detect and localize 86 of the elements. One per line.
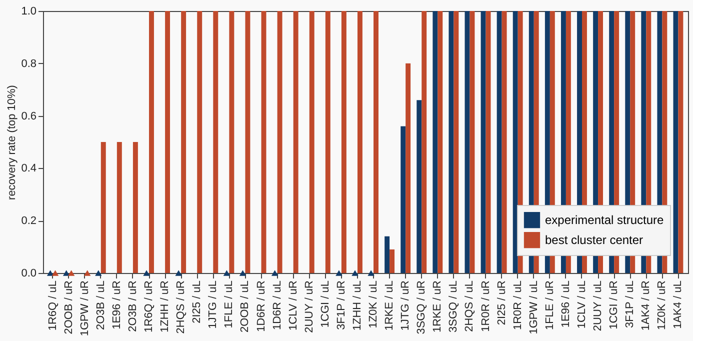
x-tick-label: 1CLV / uL <box>576 280 588 329</box>
bar <box>213 11 218 273</box>
bar <box>341 11 346 273</box>
x-tick-label: 3F1P / uL <box>624 280 636 328</box>
x-tick-label: 2I25 / uR <box>496 280 508 326</box>
x-tick-label: 2I25 / uL <box>191 280 204 324</box>
bar <box>496 11 502 273</box>
x-tick-label: 1CGI / uL <box>319 280 332 328</box>
y-axis-title: recovery rate (top 10%) <box>6 85 18 200</box>
bar <box>181 11 186 273</box>
bar <box>100 142 106 273</box>
x-tick-label: 1ZHH / uL <box>351 280 364 331</box>
y-tick-label: 0.4 <box>21 162 36 175</box>
bar <box>374 11 378 273</box>
y-tick-label: 0.6 <box>21 110 36 122</box>
bar <box>480 11 486 273</box>
bar <box>229 11 234 273</box>
x-tick-label: 1R0R / uR <box>480 280 492 332</box>
x-tick-label: 1R6Q / uL <box>46 280 59 331</box>
x-tick-label: 2OOB / uR <box>62 280 75 334</box>
bar <box>325 11 330 273</box>
bar <box>486 11 491 273</box>
bar <box>416 100 422 273</box>
bar <box>309 11 314 273</box>
x-tick-label: 2OOB / uL <box>239 280 252 332</box>
x-tick-label: 1D6R / uL <box>271 280 284 330</box>
y-tick-label: 0.0 <box>21 268 36 280</box>
bar <box>422 11 427 273</box>
bar <box>149 11 154 273</box>
x-tick-label: 1R6Q / uR <box>143 280 156 332</box>
x-tick-label: 1FLE / uR <box>544 280 556 330</box>
bar <box>261 11 266 273</box>
x-tick-label: 1E96 / uR <box>110 280 123 330</box>
x-tick-label: 1D6R / uR <box>255 280 268 332</box>
bar <box>277 11 282 273</box>
bar <box>116 142 122 273</box>
x-tick-label: 1CLV / uR <box>287 280 300 330</box>
bar <box>132 142 138 273</box>
x-tick-label: 2HQS / uL <box>464 280 476 332</box>
x-tick-label: 1E96 / uL <box>560 280 572 328</box>
y-tick-label: 1.0 <box>21 6 36 18</box>
x-tick-label: 2HQS / uR <box>175 280 188 334</box>
x-tick-label: 1GPW / uL <box>528 280 540 334</box>
x-tick-label: 1Z0K / uL <box>368 280 380 328</box>
bar <box>357 11 362 273</box>
x-tick-label: 1CGI / uR <box>608 280 620 330</box>
x-tick-label: 1R0R / uL <box>512 280 524 330</box>
bar <box>448 11 454 273</box>
bar <box>293 11 298 273</box>
x-tick-label: 3F1P / uR <box>335 280 348 330</box>
x-tick-label: 1RKE / uL <box>384 280 396 331</box>
y-tick-label: 0.2 <box>21 215 36 228</box>
x-tick-label: 1JTG / uR <box>400 280 412 331</box>
bar <box>406 63 411 273</box>
x-tick-label: 1GPW / uR <box>78 280 91 336</box>
x-tick-label: 1ZHH / uR <box>159 280 172 332</box>
bar <box>245 11 250 273</box>
x-tick-label: 3SGQ / uL <box>448 280 460 332</box>
bar <box>197 11 202 273</box>
x-tick-label: 2UUY / uL <box>592 280 604 332</box>
bar <box>390 249 395 273</box>
x-tick-label: 1JTG / uL <box>207 280 220 329</box>
x-tick-label: 2UUY / uR <box>303 280 316 333</box>
x-tick-label: 2O3B / uR <box>126 280 139 332</box>
bar <box>470 11 475 273</box>
bar <box>165 11 170 273</box>
bar <box>400 126 406 273</box>
x-tick-label: 1Z0K / uR <box>656 280 668 330</box>
x-tick-label: 3SGQ / uR <box>416 280 428 334</box>
x-tick-label: 1FLE / uL <box>223 280 236 328</box>
bar <box>384 236 390 273</box>
bar <box>678 11 684 273</box>
bar <box>454 11 459 273</box>
legend-label: best cluster center <box>545 233 644 247</box>
bar <box>673 11 678 273</box>
bar <box>432 11 438 273</box>
y-tick-label: 0.8 <box>21 58 36 70</box>
bar <box>502 11 507 273</box>
bar <box>464 11 470 273</box>
legend-label: experimental structure <box>545 213 664 227</box>
x-tick-label: 1AK4 / uL <box>672 280 684 329</box>
bar <box>512 11 518 273</box>
x-tick-label: 2O3B / uL <box>94 280 107 330</box>
x-tick-label: 1AK4 / uR <box>640 280 652 331</box>
x-tick-label: 1RKE / uR <box>432 280 444 332</box>
bar <box>438 11 443 273</box>
